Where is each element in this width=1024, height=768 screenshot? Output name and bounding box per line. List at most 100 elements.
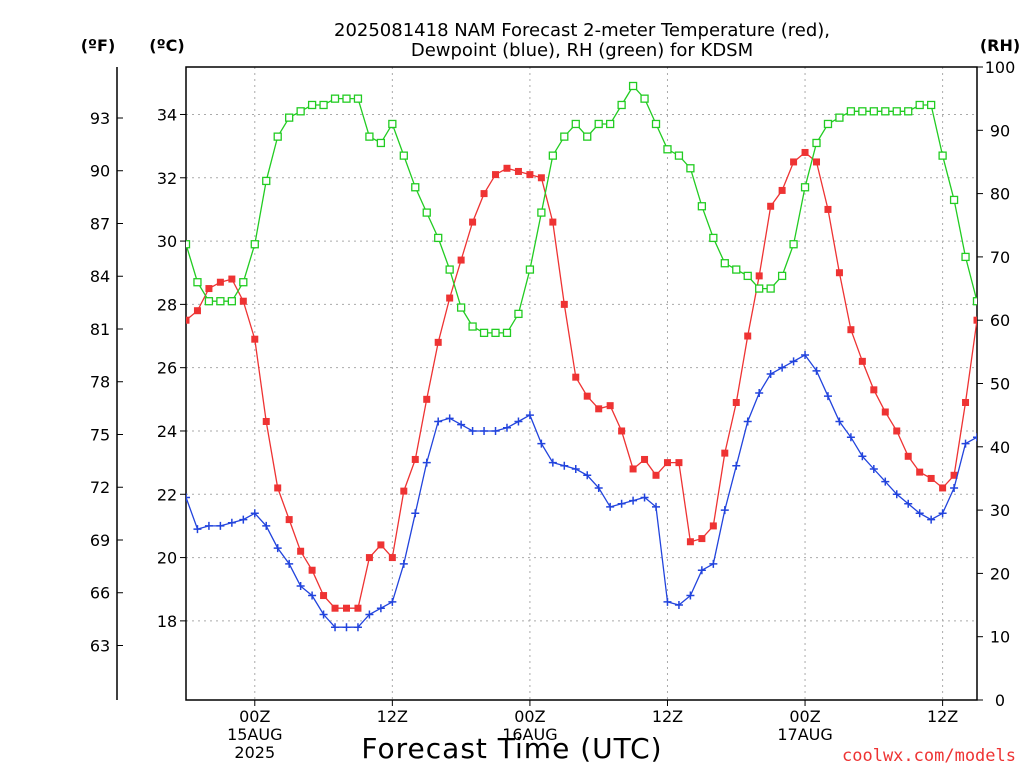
dewpoint-point: [239, 515, 248, 524]
temperature-point: [835, 269, 843, 277]
temperature-point: [239, 297, 247, 305]
dewpoint-point: [262, 521, 271, 530]
rh-tick-label: 40: [990, 438, 1010, 457]
rh-point: [915, 100, 924, 110]
temperature-point: [228, 275, 236, 283]
rh-point: [285, 113, 294, 122]
dewpoint-point: [1019, 446, 1024, 454]
temperature-point: [755, 272, 763, 280]
temperature-point: [870, 386, 878, 394]
fahrenheit-tick-label: 78: [90, 373, 110, 392]
rh-point: [663, 145, 672, 154]
rh-point: [846, 107, 856, 116]
dewpoint-point: [216, 521, 225, 530]
rh-point: [1019, 361, 1024, 368]
temperature-point: [331, 604, 339, 612]
celsius-unit-label: (ºC): [149, 36, 184, 55]
dewpoint-point: [571, 464, 580, 473]
dewpoint-point: [755, 388, 764, 397]
temperature-point: [675, 459, 683, 467]
temperature-point: [962, 398, 970, 406]
rh-point: [961, 252, 970, 262]
dewpoint-point: [308, 591, 317, 600]
dewpoint-point: [457, 420, 466, 429]
temperature-point: [469, 218, 477, 226]
rh-point: [594, 119, 603, 129]
fahrenheit-tick-label: 75: [90, 425, 110, 444]
temperature-point: [514, 167, 522, 175]
rh-point: [571, 119, 580, 129]
rh-point: [216, 297, 225, 306]
rh-point: [938, 151, 947, 160]
rh-point: [502, 328, 512, 338]
rh-point: [835, 113, 844, 122]
fahrenheit-tick-label: 93: [90, 109, 110, 128]
temperature-point: [492, 171, 500, 179]
dewpoint-point: [869, 464, 878, 473]
dewpoint-point: [629, 496, 638, 505]
rh-point: [365, 132, 374, 141]
rh-point: [732, 265, 741, 274]
temperature-point: [262, 417, 270, 425]
rh-point: [548, 151, 557, 160]
celsius-tick-label: 18: [157, 612, 177, 631]
rh-point: [926, 100, 936, 110]
rh-point: [445, 265, 454, 274]
dewpoint-point: [296, 582, 305, 591]
rh-tick-label: 60: [990, 311, 1010, 330]
rh-line: [186, 84, 977, 334]
temperature-point: [365, 554, 373, 562]
rh-point: [330, 94, 340, 103]
temperature-point: [457, 256, 465, 264]
rh-point: [262, 176, 271, 186]
dewpoint-point: [250, 509, 259, 518]
rh-tick-label: 0: [995, 691, 1005, 710]
fahrenheit-tick-label: 69: [90, 531, 110, 550]
rh-point: [204, 297, 214, 306]
celsius-tick-label: 32: [157, 169, 177, 188]
dewpoint-point: [514, 417, 523, 426]
temperature-point: [985, 238, 992, 245]
fahrenheit-tick-label: 87: [90, 214, 110, 233]
dewpoint-point: [801, 351, 810, 360]
temperature-point: [503, 164, 511, 172]
rh-point: [1008, 355, 1015, 362]
temperature-point: [595, 405, 603, 413]
fahrenheit-unit-label: (ºF): [81, 36, 116, 55]
temperature-point: [320, 592, 328, 600]
rh-point: [342, 94, 351, 103]
dewpoint-point: [548, 458, 557, 467]
credit-label: coolwx.com/models: [842, 746, 1016, 766]
rh-tick-label: 10: [990, 628, 1010, 647]
temperature-point: [641, 455, 649, 463]
rh-point: [709, 233, 718, 243]
rh-point: [766, 284, 775, 293]
temperature-point: [629, 465, 637, 473]
temperature-point: [526, 171, 534, 179]
rh-point: [193, 278, 202, 287]
temperature-point: [950, 471, 958, 479]
dewpoint-point: [411, 509, 420, 518]
temperature-point: [1019, 133, 1024, 140]
rh-point: [273, 132, 282, 141]
dewpoint-point: [720, 506, 729, 515]
rh-tick-label: 70: [990, 248, 1010, 267]
temperature-point: [411, 455, 419, 463]
dewpoint-point: [353, 623, 362, 632]
rh-point: [353, 94, 363, 103]
dewpoint-point: [835, 417, 844, 426]
temperature-point: [618, 427, 626, 435]
dewpoint-point: [445, 414, 454, 423]
temperature-point: [721, 449, 729, 457]
temperature-point: [251, 335, 259, 343]
dewpoint-point: [376, 604, 385, 613]
fahrenheit-tick-label: 66: [90, 584, 110, 603]
dewpoint-point: [331, 623, 340, 632]
dewpoint-point: [204, 521, 213, 530]
dewpoint-point: [640, 493, 649, 502]
dewpoint-point: [697, 566, 706, 575]
temperature-point: [767, 202, 775, 210]
rh-point: [186, 240, 191, 249]
dewpoint-point: [491, 426, 500, 435]
